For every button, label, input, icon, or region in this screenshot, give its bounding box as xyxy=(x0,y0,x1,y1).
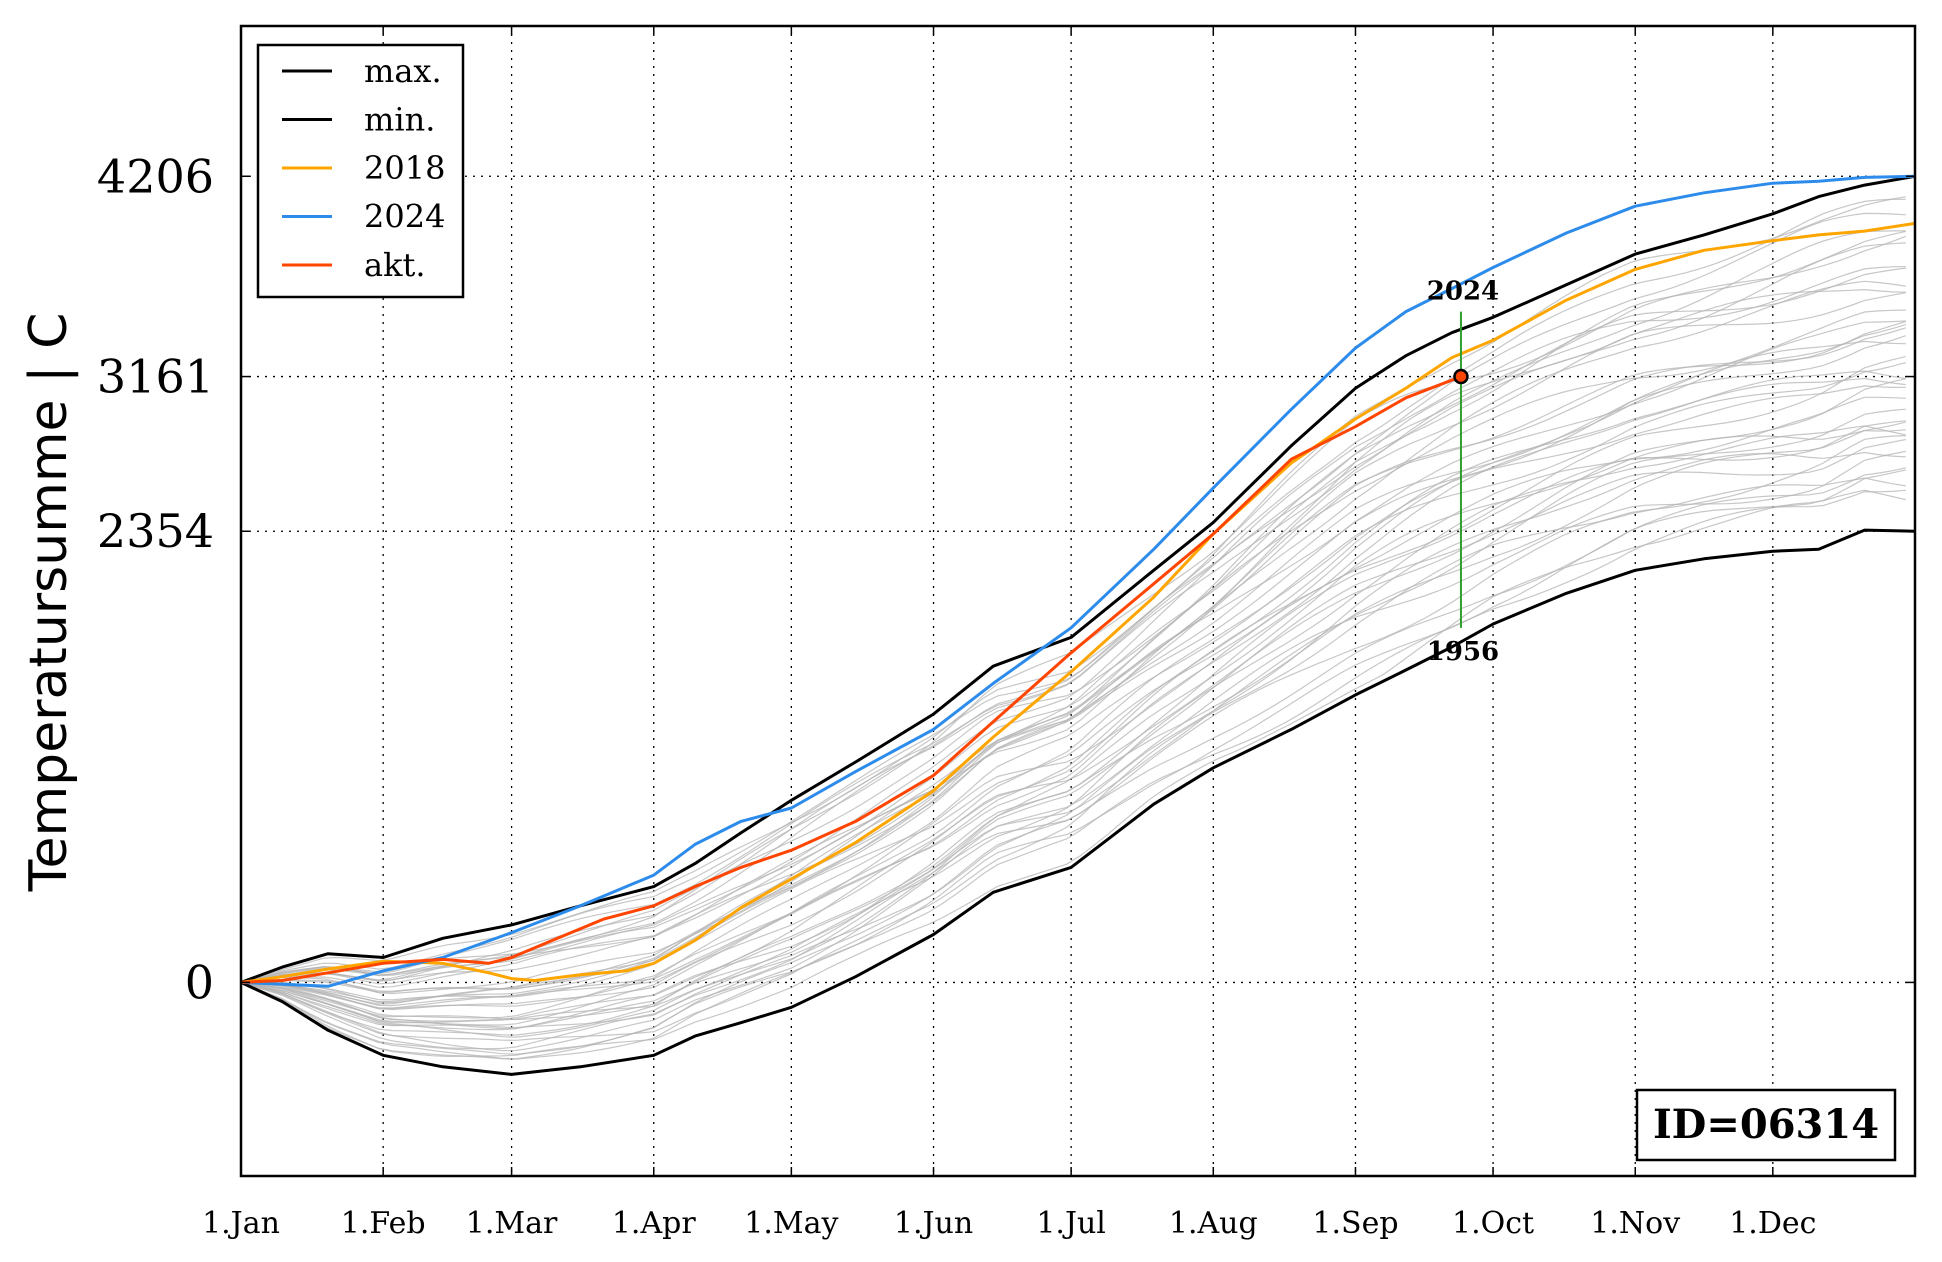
annotations: 2024 1956 xyxy=(1427,277,1499,667)
x-tick-label: 1.Jun xyxy=(894,1206,973,1241)
background-year-line xyxy=(240,198,1906,983)
x-tick-label: 1.Mar xyxy=(466,1206,558,1241)
x-tick-label: 1.May xyxy=(744,1206,838,1241)
x-tick-label: 1.Apr xyxy=(612,1206,696,1241)
plot-frame xyxy=(239,24,1917,1178)
x-tick-label: 1.Dec xyxy=(1729,1206,1816,1241)
legend-box xyxy=(256,43,465,299)
x-tick-label: 1.Jul xyxy=(1036,1206,1106,1241)
x-axis-ticks: 1.Jan 1.Feb 1.Mar 1.Apr 1.May 1.Jun 1.Jul 1.Aug… xyxy=(202,26,1816,1241)
background-year-line xyxy=(240,377,1906,1007)
background-year-line xyxy=(240,396,1906,1022)
legend: max. min. 2018 2024 akt. xyxy=(256,43,465,299)
x-tick-label: 1.Aug xyxy=(1169,1206,1258,1241)
background-year-line xyxy=(240,230,1906,983)
legend-label: max. xyxy=(364,52,442,90)
background-year-lines xyxy=(240,196,1907,1060)
y-tick-label: 2354 xyxy=(97,504,214,558)
y-tick-label: 0 xyxy=(185,955,214,1009)
legend-label: 2024 xyxy=(364,198,445,236)
x-tick-label: 1.Sep xyxy=(1312,1206,1398,1241)
legend-label: akt. xyxy=(364,246,426,284)
background-year-line xyxy=(240,477,1906,1041)
x-tick-label: 1.Jan xyxy=(202,1206,280,1241)
id-box: ID=06314 xyxy=(1635,1088,1897,1162)
id-box-label: ID=06314 xyxy=(1653,1101,1879,1148)
x-tick-label: 1.Oct xyxy=(1452,1206,1534,1241)
series-line-max xyxy=(240,174,1916,984)
background-year-line xyxy=(240,320,1906,992)
x-tick-label: 1.Feb xyxy=(341,1206,426,1241)
annotation-year-label: 1956 xyxy=(1427,637,1499,667)
series-line-akt xyxy=(240,375,1462,984)
series-line-min xyxy=(240,528,1916,1076)
series-line-2024 xyxy=(240,174,1916,988)
background-year-line xyxy=(240,356,1906,1019)
background-year-line xyxy=(240,385,1906,1011)
background-year-line xyxy=(240,425,1906,1024)
legend-label: min. xyxy=(364,101,435,139)
background-year-line xyxy=(240,362,1906,1010)
id-box-frame xyxy=(1635,1088,1897,1162)
background-year-line xyxy=(240,420,1906,1030)
background-year-line xyxy=(240,280,1906,988)
y-tick-label: 4206 xyxy=(97,149,214,203)
series-lines xyxy=(240,174,1916,1076)
background-year-line xyxy=(240,489,1906,1058)
background-year-line xyxy=(240,212,1906,983)
series-line-2018 xyxy=(240,221,1916,984)
current-value-marker xyxy=(1453,368,1469,385)
y-tick-label: 3161 xyxy=(97,350,214,404)
legend-label: 2018 xyxy=(364,149,445,187)
x-tick-label: 1.Nov xyxy=(1590,1206,1680,1241)
y-axis-label: Temperatursumme | C xyxy=(19,313,79,893)
annotation-year-label: 2024 xyxy=(1427,277,1499,307)
background-year-line xyxy=(240,438,1906,1038)
background-year-line xyxy=(240,267,1906,983)
background-year-line xyxy=(240,378,1906,1026)
background-year-line xyxy=(240,435,1906,1050)
y-axis-ticks: 0 2354 3161 4206 xyxy=(97,149,1915,1009)
